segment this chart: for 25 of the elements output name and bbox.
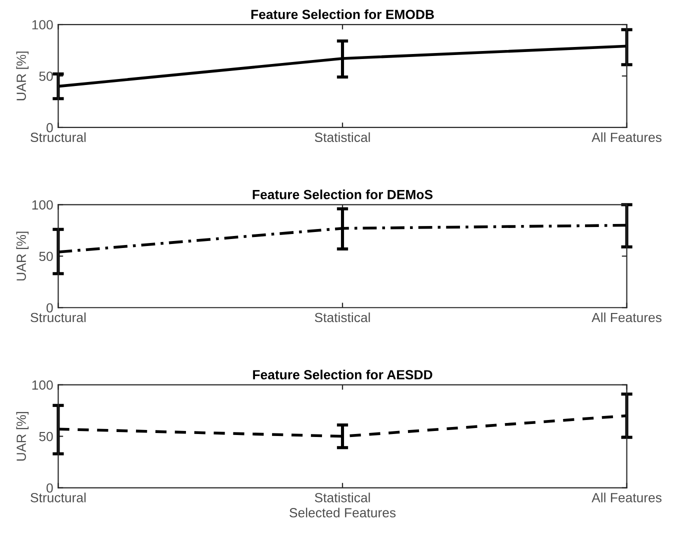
x-tick-label: Structural: [30, 312, 86, 322]
y-tick-label: 0: [46, 123, 53, 132]
y-tick-label: 50: [39, 72, 53, 81]
x-axis-title: Selected Features: [290, 508, 396, 518]
y-tick-label: 100: [32, 200, 53, 210]
chart-title: Feature Selection for EMODB: [251, 9, 434, 20]
y-tick-label: 100: [32, 20, 53, 30]
y-axis-title: UAR [%]: [16, 412, 29, 461]
x-tick-label: All Features: [592, 312, 662, 322]
x-tick-label: Statistical: [314, 312, 370, 322]
chart-title: Feature Selection for AESDD: [253, 370, 432, 380]
x-tick-label: Structural: [30, 492, 86, 502]
y-tick-label: 0: [46, 303, 53, 313]
y-axis-title: UAR [%]: [16, 232, 29, 280]
x-tick-label: Statistical: [314, 132, 370, 142]
x-tick-label: All Features: [592, 492, 662, 502]
y-axis-title: UAR [%]: [16, 52, 29, 100]
x-tick-label: Statistical: [314, 492, 370, 502]
x-tick-label: All Features: [592, 132, 662, 142]
x-tick-label: Structural: [30, 132, 86, 142]
y-tick-label: 50: [39, 252, 53, 262]
chart-title: Feature Selection for DEMoS: [252, 190, 433, 200]
y-tick-label: 100: [32, 380, 53, 390]
y-tick-label: 50: [39, 432, 53, 442]
y-tick-label: 0: [46, 483, 53, 493]
